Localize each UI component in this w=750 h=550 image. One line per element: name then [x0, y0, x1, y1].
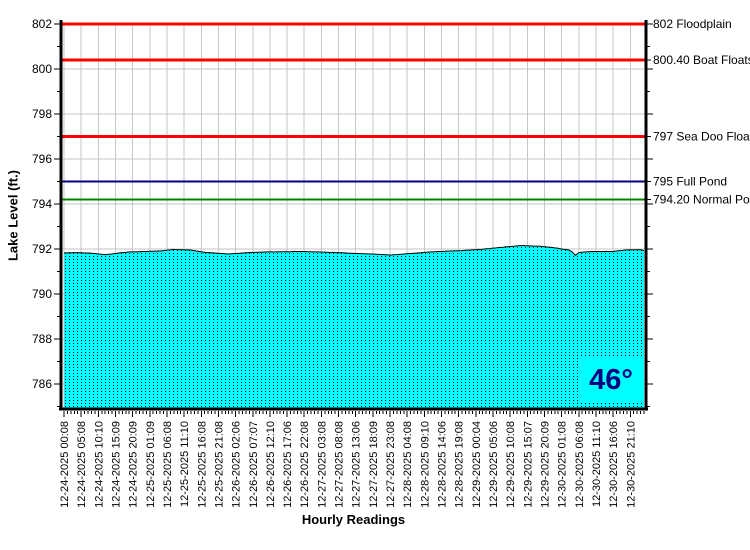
- ref-line-label: 797 Sea Doo Floats: [653, 130, 750, 144]
- svg-text:12-29-2025 00:04: 12-29-2025 00:04: [471, 421, 483, 508]
- svg-text:12-27-2025 08:08: 12-27-2025 08:08: [334, 421, 346, 508]
- temperature-badge: 46°: [580, 358, 642, 402]
- svg-text:12-29-2025 20:09: 12-29-2025 20:09: [539, 421, 551, 508]
- axes: [59, 20, 648, 411]
- svg-text:792: 792: [32, 242, 52, 256]
- svg-text:12-27-2025 03:08: 12-27-2025 03:08: [316, 421, 328, 508]
- x-tick-labels: 12-24-2025 00:08 12-24-2025 05:08 12-24-20…: [59, 421, 637, 508]
- svg-text:794: 794: [32, 197, 52, 211]
- ref-line-label: 794.20 Normal Pond: [653, 193, 750, 207]
- svg-text:12-27-2025 23:08: 12-27-2025 23:08: [385, 421, 397, 508]
- svg-text:12-25-2025 06:08: 12-25-2025 06:08: [162, 421, 174, 508]
- svg-text:12-29-2025 10:08: 12-29-2025 10:08: [505, 421, 517, 508]
- x-axis-title: Hourly Readings: [301, 512, 406, 527]
- svg-text:12-29-2025 05:06: 12-29-2025 05:06: [488, 421, 500, 508]
- svg-text:12-28-2025 14:06: 12-28-2025 14:06: [437, 421, 449, 508]
- svg-text:12-26-2025 22:08: 12-26-2025 22:08: [299, 421, 311, 508]
- svg-text:12-30-2025 21:10: 12-30-2025 21:10: [625, 421, 637, 508]
- svg-text:12-25-2025 16:08: 12-25-2025 16:08: [196, 421, 208, 508]
- svg-text:12-30-2025 16:06: 12-30-2025 16:06: [608, 421, 620, 508]
- svg-text:12-25-2025 21:08: 12-25-2025 21:08: [213, 421, 225, 508]
- svg-text:12-28-2025 04:08: 12-28-2025 04:08: [402, 421, 414, 508]
- svg-text:12-24-2025 20:09: 12-24-2025 20:09: [128, 421, 140, 508]
- svg-text:12-30-2025 06:08: 12-30-2025 06:08: [574, 421, 586, 508]
- svg-text:12-30-2025 11:10: 12-30-2025 11:10: [591, 421, 603, 507]
- svg-text:12-30-2025 01:08: 12-30-2025 01:08: [557, 421, 569, 508]
- svg-text:12-26-2025 17:06: 12-26-2025 17:06: [282, 421, 294, 508]
- svg-text:12-26-2025 12:10: 12-26-2025 12:10: [265, 421, 277, 508]
- svg-text:12-28-2025 09:10: 12-28-2025 09:10: [419, 421, 431, 508]
- svg-text:12-24-2025 10:10: 12-24-2025 10:10: [93, 421, 105, 508]
- svg-text:12-24-2025 15:09: 12-24-2025 15:09: [110, 421, 122, 508]
- y-tick-labels: 786 788 790 792 794 796 798 800 802: [32, 17, 52, 391]
- y-ticks: [54, 23, 653, 407]
- ref-line-3: 795 Full Pond: [62, 175, 727, 189]
- svg-text:12-24-2025 05:08: 12-24-2025 05:08: [76, 421, 88, 508]
- svg-text:786: 786: [32, 377, 52, 391]
- ref-line-label: 802 Floodplain: [653, 17, 732, 31]
- svg-text:12-26-2025 02:06: 12-26-2025 02:06: [231, 421, 243, 508]
- svg-text:12-27-2025 18:09: 12-27-2025 18:09: [368, 421, 380, 508]
- ref-line-4: 794.20 Normal Pond: [62, 193, 750, 207]
- lake-level-series: [63, 245, 645, 408]
- svg-text:12-27-2025 13:06: 12-27-2025 13:06: [351, 421, 363, 508]
- svg-text:12-28-2025 19:08: 12-28-2025 19:08: [454, 421, 466, 508]
- ref-line-label: 795 Full Pond: [653, 175, 727, 189]
- svg-text:790: 790: [32, 287, 52, 301]
- ref-line-0: 802 Floodplain: [62, 17, 732, 31]
- svg-text:798: 798: [32, 107, 52, 121]
- svg-text:12-25-2025 11:10: 12-25-2025 11:10: [179, 421, 191, 507]
- x-ticks: [63, 411, 645, 417]
- svg-text:796: 796: [32, 152, 52, 166]
- svg-text:12-26-2025 07:07: 12-26-2025 07:07: [248, 421, 260, 508]
- svg-text:12-25-2025 01:09: 12-25-2025 01:09: [145, 421, 157, 508]
- ref-line-1: 800.40 Boat Floats: [62, 53, 750, 67]
- svg-text:788: 788: [32, 332, 52, 346]
- ref-line-label: 800.40 Boat Floats: [653, 53, 750, 67]
- svg-text:12-24-2025 00:08: 12-24-2025 00:08: [59, 421, 71, 508]
- svg-text:12-29-2025 15:07: 12-29-2025 15:07: [522, 421, 534, 508]
- svg-text:800: 800: [32, 62, 52, 76]
- svg-text:802: 802: [32, 17, 52, 31]
